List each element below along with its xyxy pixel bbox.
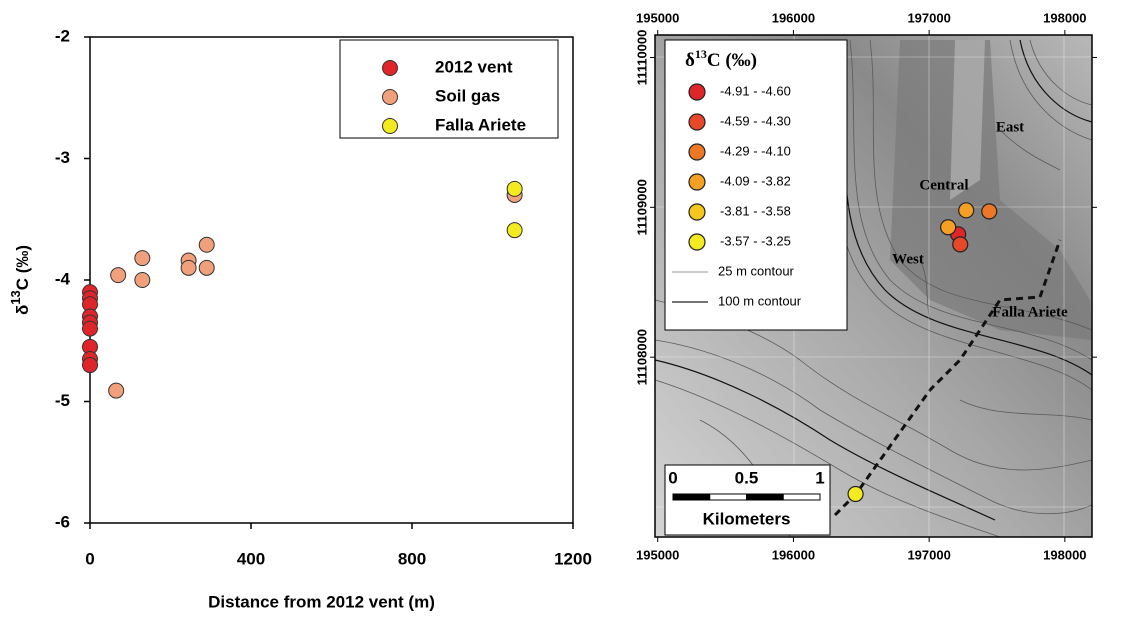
data-point	[507, 181, 522, 196]
legend-label: 100 m contour	[718, 293, 802, 308]
y-tick-label: -6	[55, 512, 70, 531]
legend-marker	[383, 90, 398, 105]
legend-label: -4.91 - -4.60	[720, 83, 791, 98]
data-point	[83, 321, 98, 336]
y-tick-label: -2	[55, 26, 70, 45]
data-point	[507, 223, 522, 238]
scale-label: 1	[815, 468, 824, 487]
y-tick-label: -5	[55, 391, 70, 410]
legend-marker	[689, 144, 705, 160]
legend-marker	[689, 114, 705, 130]
data-point	[109, 383, 124, 398]
y-tick-label: -4	[55, 269, 71, 288]
legend-marker	[689, 234, 705, 250]
text-part: C (‰)	[707, 50, 757, 71]
data-point	[181, 260, 196, 275]
sample-point	[941, 220, 956, 235]
x-tick-label-bottom: 195000	[636, 547, 679, 562]
data-point	[135, 251, 150, 266]
x-tick-label: 400	[237, 549, 265, 568]
sample-point	[953, 237, 968, 252]
x-tick-label-bottom: 198000	[1043, 547, 1086, 562]
legend-label: -3.81 - -3.58	[720, 203, 791, 218]
scale-label: 0	[668, 468, 677, 487]
data-point	[199, 237, 214, 252]
x-tick-label-bottom: 196000	[772, 547, 815, 562]
legend-marker	[689, 174, 705, 190]
data-point	[199, 260, 214, 275]
text-part: δ	[13, 305, 32, 315]
x-tick-label: 1200	[554, 549, 592, 568]
legend-label: -4.09 - -3.82	[720, 173, 791, 188]
data-point	[83, 358, 98, 373]
sample-point	[848, 486, 863, 501]
place-label: West	[892, 251, 924, 267]
data-point	[111, 268, 126, 283]
y-tick-label: 11109000	[634, 179, 649, 235]
legend-marker	[383, 61, 398, 76]
text-part: C (‰)	[13, 245, 32, 290]
scale-segment	[747, 494, 784, 500]
x-tick-label: 0	[85, 549, 94, 568]
scatter-panel: 0 400 800 1200 -6 -5 -4 -3 -2 Distance from 2012 …	[8, 26, 592, 611]
y-tick-label: 11110000	[634, 30, 649, 86]
scale-segment	[710, 494, 747, 500]
legend-label: 25 m contour	[718, 263, 795, 278]
place-label: Falla Ariete	[992, 304, 1068, 320]
legend-label: -4.59 - -4.30	[720, 113, 791, 128]
scale-segment	[673, 494, 710, 500]
x-tick-label-top: 198000	[1043, 10, 1086, 25]
y-tick-label: -3	[55, 148, 70, 167]
place-label: East	[996, 119, 1024, 135]
x-axis-label: Distance from 2012 vent (m)	[208, 592, 435, 611]
legend-label: Falla Ariete	[435, 115, 526, 134]
x-tick-label-top: 197000	[907, 10, 950, 25]
legend-marker	[689, 84, 705, 100]
data-point	[135, 273, 150, 288]
legend-label: -3.57 - -3.25	[720, 233, 791, 248]
legend-marker	[383, 119, 398, 134]
legend-label: -4.29 - -4.10	[720, 143, 791, 158]
map-panel: 195000 195000 196000 196000 197000 197000 1980…	[634, 10, 1097, 562]
figure: 0 400 800 1200 -6 -5 -4 -3 -2 Distance from 2012 …	[0, 0, 1139, 617]
y-tick-label: 11108000	[634, 329, 649, 385]
place-label: Central	[919, 177, 968, 193]
text-part: 13	[695, 47, 707, 61]
scale-segment	[783, 494, 820, 500]
legend-marker	[689, 204, 705, 220]
x-tick-label-top: 196000	[772, 10, 815, 25]
legend-label: Soil gas	[435, 86, 500, 105]
x-tick-label-top: 195000	[636, 10, 679, 25]
sample-point	[982, 204, 997, 219]
text-part: 13	[8, 290, 23, 304]
text-part: δ	[685, 50, 695, 71]
scale-unit: Kilometers	[703, 509, 791, 528]
legend-label: 2012 vent	[435, 57, 513, 76]
x-tick-label: 800	[398, 549, 426, 568]
x-tick-label-bottom: 197000	[907, 547, 950, 562]
scale-label: 0.5	[735, 468, 759, 487]
y-axis-label: δ13C (‰)	[8, 245, 33, 315]
sample-point	[959, 203, 974, 218]
